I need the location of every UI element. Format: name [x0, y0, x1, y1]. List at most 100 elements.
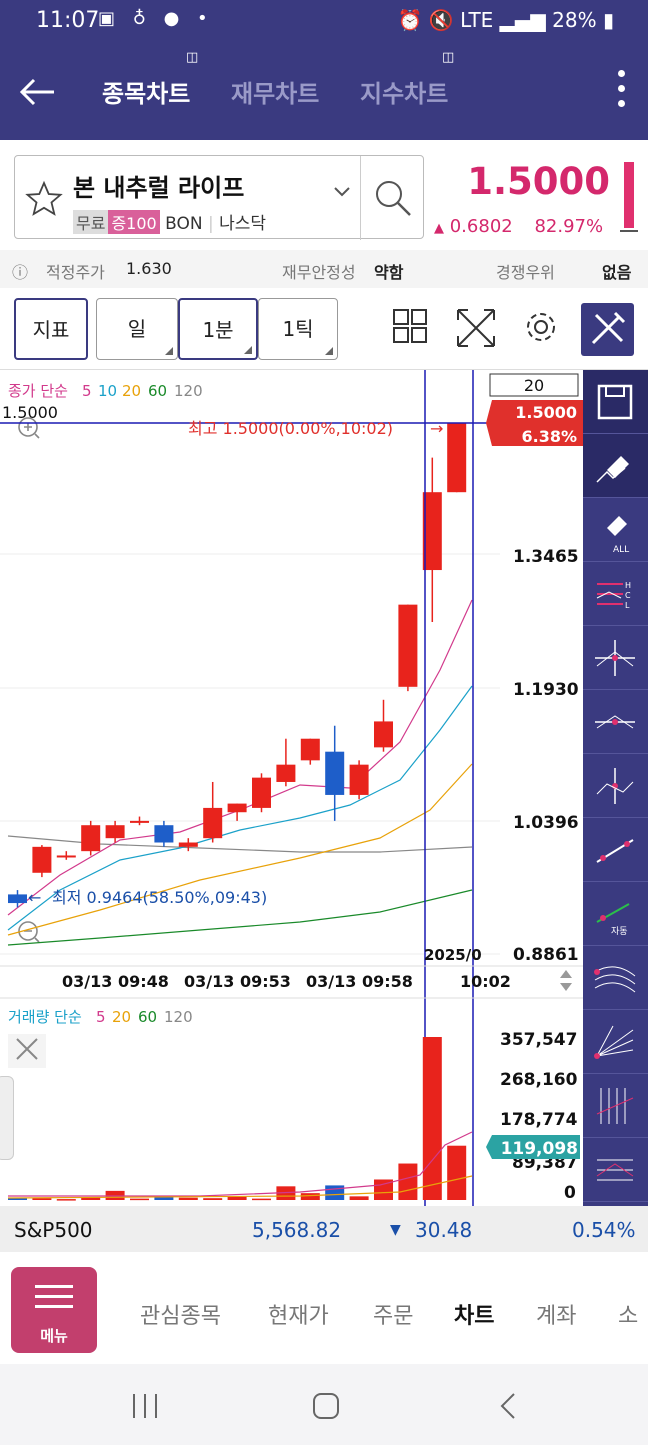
indicator-button[interactable]: 지표	[14, 298, 88, 360]
period-day-button[interactable]: 일	[96, 298, 178, 360]
svg-text:L: L	[625, 601, 630, 610]
up-triangle-icon: ▲	[434, 221, 444, 236]
valuation-info-bar: ⓘ 적정주가 1.630 재무안정성 약함 경쟁우위 없음	[0, 250, 648, 288]
nav-account[interactable]: 계좌	[536, 1304, 577, 1329]
candle-body	[178, 842, 198, 847]
index-ticker-bar[interactable]: S&P500 5,568.82 ▼ 30.48 0.54%	[0, 1206, 648, 1252]
recent-apps-icon[interactable]	[130, 1392, 160, 1420]
svg-text:ALL: ALL	[613, 545, 629, 555]
tab-stock-chart[interactable]: 종목차트	[102, 80, 191, 108]
count-box-value: 20	[524, 376, 544, 395]
margin-badge: 증100	[108, 210, 160, 234]
price-tick-label: 1.1930	[513, 680, 579, 700]
nav-watchlist[interactable]: 관심종목	[140, 1304, 221, 1329]
ma5-label: 5	[82, 382, 92, 400]
ticker: BON	[165, 214, 203, 234]
stock-selector[interactable]: 본 내추럴 라이프 무료 증100 BON | 나스닥	[14, 155, 424, 240]
count-box[interactable]	[489, 373, 579, 397]
back-icon[interactable]	[498, 1392, 518, 1420]
parallel-lines-tool[interactable]	[583, 1138, 648, 1202]
candle-body	[227, 803, 247, 813]
status-bar: 11:07 ▣ ♁ ● • ⏰ 🔇 LTE ▂▄▆ 28% ▮	[0, 0, 648, 44]
crossline-icon	[595, 640, 635, 676]
vol-ma20-label: 20	[112, 1008, 131, 1026]
parallel-lines-icon	[596, 1159, 634, 1181]
star-icon[interactable]	[25, 180, 63, 218]
candle-body	[154, 825, 174, 843]
volume-tick-label: 268,160	[500, 1070, 578, 1090]
change-percent: 82.97%	[534, 216, 604, 237]
nav-more[interactable]: 소	[618, 1304, 639, 1329]
search-icon[interactable]	[373, 178, 413, 218]
vol-ma5-label: 5	[96, 1008, 106, 1026]
zoom-in-icon[interactable]	[18, 417, 40, 439]
tab-index-chart[interactable]: 지수차트	[360, 80, 449, 108]
volume-bar	[252, 1198, 271, 1201]
scroll-arrows-icon[interactable]	[560, 970, 572, 991]
tab-financial-chart[interactable]: 재무차트	[231, 80, 320, 108]
period-tick-button[interactable]: 1틱	[258, 298, 338, 360]
eraser-tool[interactable]	[583, 434, 648, 498]
gear-icon[interactable]	[522, 308, 560, 346]
nav-order[interactable]: 주문	[373, 1304, 414, 1329]
grid-layout-icon[interactable]	[392, 308, 428, 344]
current-pct-tag-value: 6.38%	[521, 427, 577, 446]
price-strength-bar	[624, 162, 634, 228]
index-name: S&P500	[14, 1218, 93, 1242]
close-icon[interactable]	[8, 1034, 46, 1068]
volume-bar	[56, 1199, 76, 1201]
auto-trend-tool[interactable]: 자동	[583, 882, 648, 946]
arc-tool[interactable]	[583, 946, 648, 1010]
candle-body	[349, 764, 369, 795]
candle-body	[374, 721, 393, 748]
back-arrow-icon[interactable]	[18, 72, 58, 112]
fan-tool[interactable]	[583, 1010, 648, 1074]
home-icon[interactable]	[312, 1392, 340, 1420]
volume-bar	[130, 1198, 149, 1201]
stability-value: 약함	[374, 263, 404, 282]
market: 나스닥	[219, 214, 267, 234]
eraser-all-tool[interactable]: ALL	[583, 498, 648, 562]
period-minute-button[interactable]: 1분	[178, 298, 258, 360]
volume-tick-label: 178,774	[500, 1110, 578, 1130]
menu-button[interactable]: 메뉴	[11, 1267, 97, 1353]
cross-line-tool[interactable]	[583, 626, 648, 690]
save-tool[interactable]	[583, 370, 648, 434]
period-lines-tool[interactable]	[583, 1074, 648, 1138]
drawing-tools-button[interactable]	[581, 303, 634, 356]
ma120-line	[7, 835, 473, 853]
fullscreen-icon[interactable]	[456, 308, 496, 348]
price-tick-label: 0.8861	[513, 945, 579, 965]
candle-body	[252, 777, 271, 808]
date-label: 2025/0	[424, 946, 482, 964]
hamburger-icon	[35, 1285, 73, 1315]
vol-ma5-line	[8, 1131, 473, 1197]
svg-text:H: H	[625, 581, 631, 590]
zoom-out-icon[interactable]	[18, 921, 40, 943]
horizontal-line-tool[interactable]	[583, 690, 648, 754]
candle-body	[398, 604, 418, 687]
x-axis-label: 03/13 09:48	[62, 972, 169, 991]
volume-bar	[447, 1145, 467, 1200]
eraser-icon	[596, 456, 629, 483]
nav-quote[interactable]: 현재가	[268, 1304, 329, 1329]
volume-bar	[227, 1196, 247, 1200]
status-right: ⏰ 🔇 LTE ▂▄▆ 28% ▮	[397, 8, 614, 32]
vertical-line-tool[interactable]	[583, 754, 648, 818]
nav-chart[interactable]: 차트	[454, 1304, 495, 1329]
current-price: 1.5000	[467, 160, 610, 203]
price-chart-area[interactable]: 종가 단순 5 10 20 60 120 20 1.5000 1.3465 1.…	[0, 370, 583, 1206]
menu-label: 메뉴	[40, 1327, 68, 1345]
candle-body	[8, 894, 27, 904]
chevron-down-icon[interactable]	[333, 186, 351, 198]
candle-body	[447, 423, 467, 493]
help-icon[interactable]: ⓘ	[12, 263, 29, 282]
battery-percent: 28%	[552, 8, 597, 32]
chart-canvas[interactable]: 종가 단순 5 10 20 60 120 20 1.5000 1.3465 1.…	[0, 370, 583, 1206]
side-drawer-handle[interactable]	[0, 1076, 14, 1160]
left-price-label: 1.5000	[2, 403, 58, 422]
more-menu-icon[interactable]	[618, 70, 626, 114]
trend-line-tool[interactable]	[583, 818, 648, 882]
